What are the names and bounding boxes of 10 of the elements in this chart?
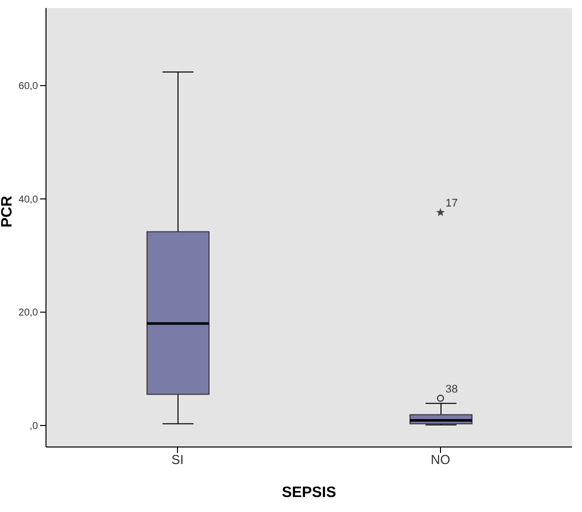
annotation: 17	[446, 197, 458, 210]
y-tick-label: ,0	[30, 421, 38, 432]
y-tick-label: 40,0	[18, 194, 38, 206]
x-axis-title: SEPSIS	[282, 484, 336, 501]
x-tick-label: SI	[171, 452, 184, 468]
y-tick-label: 60,0	[18, 81, 38, 92]
x-tick-label: NO	[430, 452, 450, 468]
y-tick-label: 20,0	[18, 308, 38, 319]
y-axis-title: PCR	[0, 196, 16, 228]
annotation: 38	[446, 383, 458, 396]
